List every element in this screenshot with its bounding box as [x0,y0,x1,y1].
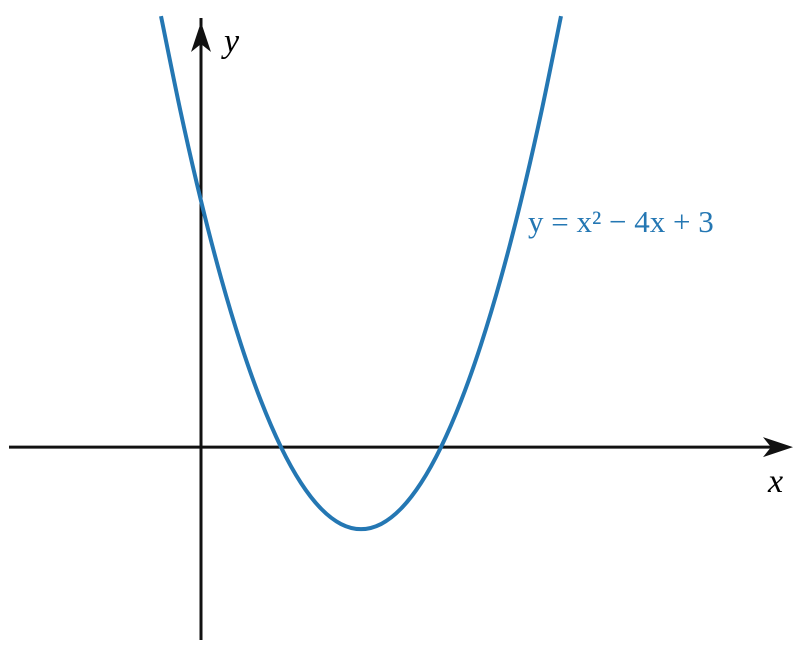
curve-equation: y = x² − 4x + 3 [528,204,714,239]
y-axis-arrow [191,22,211,52]
curve [159,15,563,532]
x-axis-arrow [763,437,793,458]
x-axis-label: x [767,463,783,500]
y-axis-label: y [221,23,240,60]
